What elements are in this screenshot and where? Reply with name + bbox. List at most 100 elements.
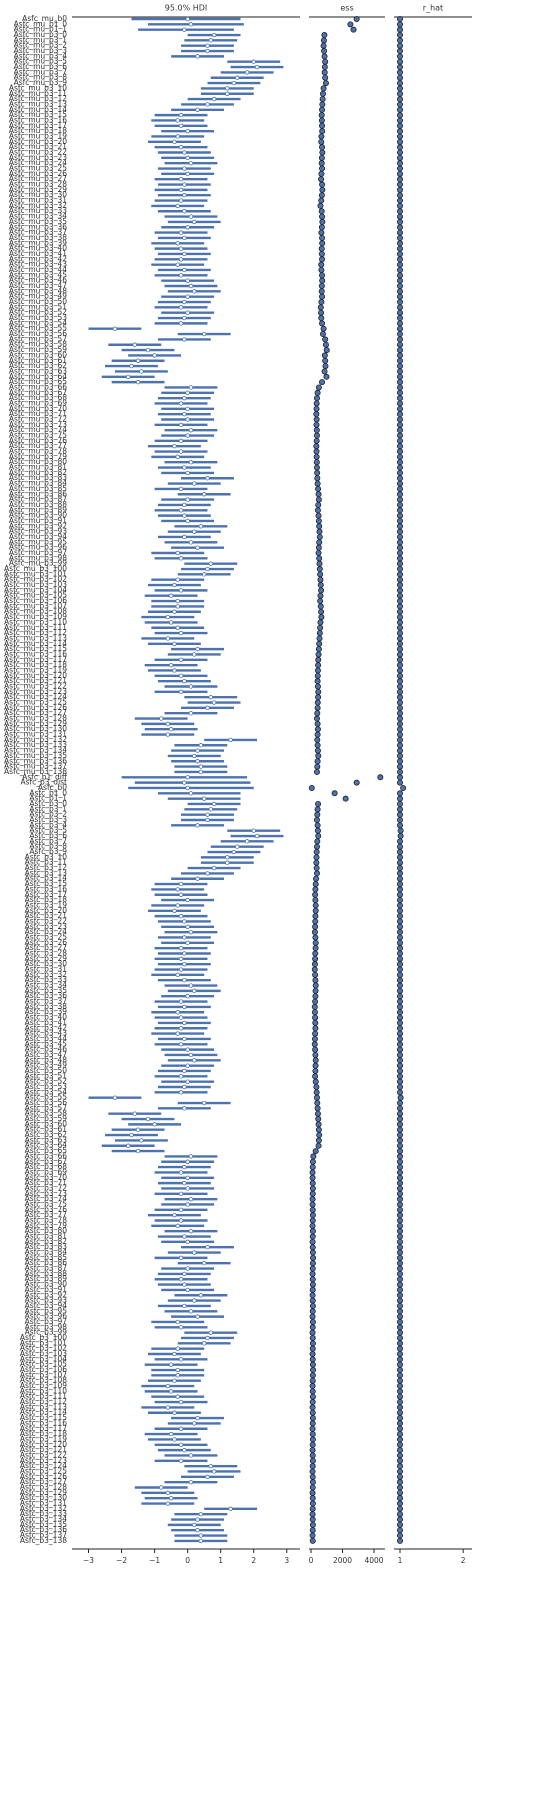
ess-point xyxy=(313,443,320,450)
mean-point xyxy=(192,1421,197,1426)
row-label: Asfc_b1_0 xyxy=(29,788,67,797)
mean-point xyxy=(192,481,197,486)
row-label: Asfc_mu_b3_70 xyxy=(9,404,67,413)
mean-point xyxy=(205,1335,210,1341)
mean-point xyxy=(178,230,184,235)
ess-point xyxy=(312,923,319,930)
row-label: Asfc_b3_22 xyxy=(25,916,68,925)
ess-point xyxy=(314,469,321,476)
r-hat-point xyxy=(396,630,403,637)
ess-point xyxy=(319,101,326,108)
ess-point xyxy=(309,1372,316,1379)
r-hat-point xyxy=(396,619,403,626)
r-hat-point xyxy=(396,1281,403,1288)
row-label: Asfc_mu_b3_41 xyxy=(9,249,67,258)
ess-point xyxy=(313,1094,320,1101)
r-hat-point xyxy=(396,133,403,140)
mean-point xyxy=(172,1437,177,1442)
r-hat-point xyxy=(396,363,403,370)
ess-point xyxy=(312,1030,319,1037)
r-hat-point xyxy=(396,1228,403,1235)
ess-point xyxy=(318,309,325,316)
mean-point xyxy=(185,16,190,22)
ess-point xyxy=(342,795,349,802)
ess-point xyxy=(318,315,325,322)
row-label: Asfc_b3_31 xyxy=(25,965,68,974)
row-label: Asfc_b3_119 xyxy=(20,1434,67,1443)
row-label: Asfc_mu_b3_105 xyxy=(4,591,67,600)
ess-point xyxy=(312,1025,319,1032)
mean-point xyxy=(178,1325,184,1330)
row-label: Asfc_mu_b3_29 xyxy=(9,185,67,194)
r-hat-point xyxy=(396,550,403,557)
r-hat-point xyxy=(396,213,403,220)
mean-point xyxy=(192,753,197,759)
ess-point xyxy=(313,437,320,444)
row-label: Asfc_b3_121 xyxy=(20,1445,67,1454)
row-label: Asfc_mu_b3_94 xyxy=(9,532,67,541)
r-hat-point xyxy=(396,90,403,97)
row-label: Asfc_b3_134 xyxy=(20,1515,67,1524)
mean-point xyxy=(195,107,200,112)
mean-point xyxy=(195,545,200,550)
r-hat-point xyxy=(396,704,403,711)
ess-point xyxy=(314,1100,321,1107)
row-label: Asfc_b3_79 xyxy=(25,1221,68,1230)
mean-point xyxy=(178,422,184,428)
row-label: Asfc_mu_b3_124 xyxy=(4,692,67,701)
r-hat-point xyxy=(396,1009,403,1016)
ess-point xyxy=(309,1190,316,1197)
mean-point xyxy=(185,278,190,283)
ess-point xyxy=(318,160,325,167)
r-hat-point xyxy=(396,453,403,460)
row-label: Asfc_mu_b3_14 xyxy=(9,105,67,114)
row-label: Asfc_mu_b3_99 xyxy=(9,559,67,568)
r-hat-point xyxy=(396,939,403,946)
row-label: Asfc_b3_62 xyxy=(25,1130,68,1139)
r-hat-point xyxy=(396,966,403,973)
row-label: Asfc_b3_2 xyxy=(29,810,67,819)
r-hat-point xyxy=(396,918,403,925)
ess-point xyxy=(312,902,319,909)
mean-point xyxy=(172,668,177,673)
row-label: Asfc_mu_b3_12 xyxy=(9,94,67,103)
row-label: Asfc_b3_123 xyxy=(20,1456,67,1465)
r-hat-point xyxy=(396,1222,403,1229)
r-hat-point xyxy=(396,165,403,172)
row-label: Asfc_b3_5 xyxy=(29,826,67,835)
mean-point xyxy=(182,678,187,684)
r-hat-point xyxy=(396,1431,403,1438)
row-label: Asfc_mu_b3_48 xyxy=(9,286,67,295)
r-hat-point xyxy=(396,373,403,380)
row-label: Asfc_mu_b3_22 xyxy=(9,148,67,157)
r-hat-point xyxy=(396,1212,403,1219)
mean-point xyxy=(195,1517,200,1522)
row-label: Asfc_mu_b3_67 xyxy=(9,388,67,397)
ess-point xyxy=(321,352,328,359)
row-label: Asfc_mu_b3_52 xyxy=(9,308,67,317)
ess-point xyxy=(311,966,318,973)
ess-point xyxy=(310,1367,317,1374)
row-label: Asfc_b3_95 xyxy=(25,1306,68,1315)
r-hat-point xyxy=(396,736,403,743)
row-label: Asfc_mu_b3_36 xyxy=(9,222,67,231)
ess-point xyxy=(319,320,326,327)
row-label: Asfc_b3_25 xyxy=(25,932,68,941)
r-hat-point xyxy=(396,218,403,225)
row-label: Asfc_mu_b3_59 xyxy=(9,345,67,354)
x-tick-label: 2 xyxy=(251,1556,256,1565)
mean-point xyxy=(254,64,260,70)
ess-point xyxy=(311,1035,318,1042)
mean-point xyxy=(251,59,256,64)
row-label: Asfc_mu_b3_60 xyxy=(9,350,67,359)
ess-point xyxy=(309,1185,316,1192)
ess-point xyxy=(309,1447,316,1454)
mean-point xyxy=(178,1399,184,1405)
row-label: Asfc_mu_b3_85 xyxy=(9,484,67,493)
ess-point xyxy=(309,1527,316,1534)
mean-point xyxy=(165,732,171,737)
ess-point xyxy=(310,1254,317,1261)
r-hat-point xyxy=(396,1238,403,1245)
row-label: Asfc_b3_112 xyxy=(20,1397,67,1406)
